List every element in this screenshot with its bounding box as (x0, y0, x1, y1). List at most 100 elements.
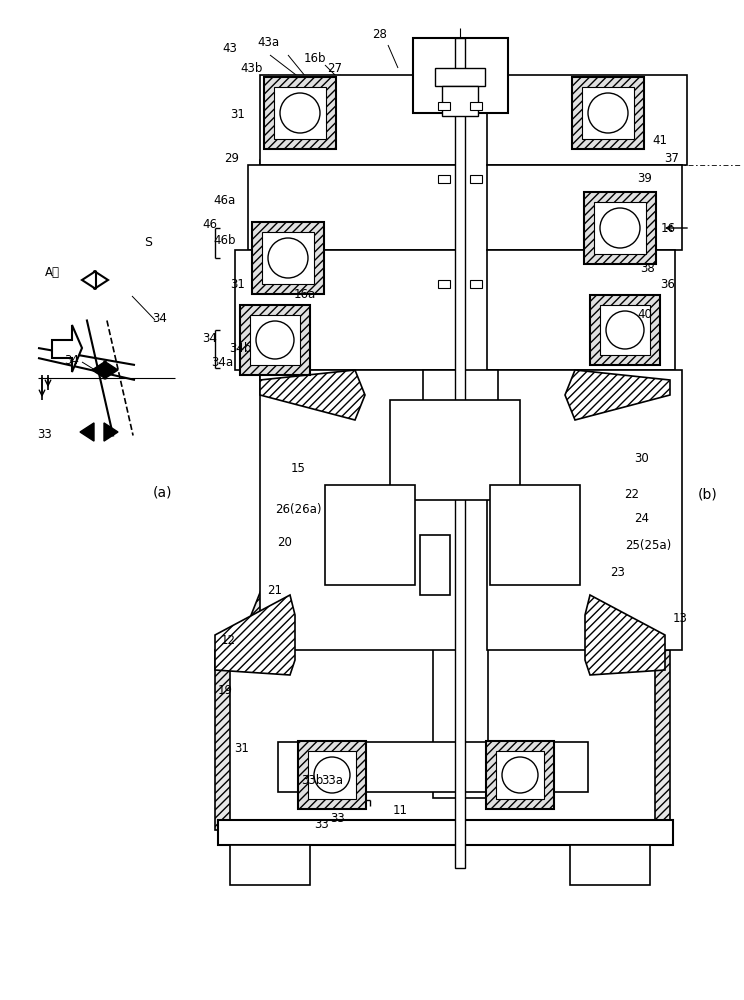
Text: 31: 31 (234, 742, 249, 754)
Bar (486, 741, 554, 809)
Bar (278, 742, 588, 792)
Bar (570, 845, 650, 885)
Text: 46: 46 (202, 219, 217, 232)
Bar (438, 102, 450, 110)
Text: 27: 27 (327, 62, 342, 75)
Bar (325, 485, 415, 585)
Bar (470, 280, 482, 288)
Text: (a): (a) (153, 485, 173, 499)
Bar (487, 165, 682, 250)
Bar (260, 75, 460, 165)
Bar (470, 102, 482, 110)
Text: 13: 13 (673, 611, 687, 624)
Text: 43a: 43a (257, 35, 279, 48)
Text: 16: 16 (661, 222, 676, 234)
Text: 33: 33 (330, 812, 345, 824)
Bar (594, 202, 646, 254)
Bar (413, 38, 508, 113)
Text: 36: 36 (661, 278, 676, 292)
Polygon shape (215, 595, 295, 675)
Text: 16a: 16a (294, 288, 316, 302)
Bar (230, 845, 310, 885)
Bar (600, 305, 650, 355)
Circle shape (314, 757, 350, 793)
Polygon shape (52, 325, 82, 372)
Bar (423, 370, 498, 490)
Text: 33: 33 (315, 818, 330, 832)
Bar (218, 820, 673, 845)
Text: (b): (b) (698, 488, 718, 502)
Bar (248, 165, 460, 250)
Text: 37: 37 (664, 151, 679, 164)
Text: A節: A節 (45, 265, 60, 278)
Bar (248, 165, 460, 250)
Text: 46a: 46a (214, 194, 236, 207)
Polygon shape (260, 370, 365, 420)
Text: 41: 41 (652, 133, 667, 146)
Text: 39: 39 (638, 172, 652, 184)
Polygon shape (104, 361, 118, 379)
Bar (390, 400, 520, 500)
Polygon shape (92, 361, 106, 379)
Circle shape (502, 757, 538, 793)
Bar (252, 222, 324, 294)
Text: 40: 40 (638, 308, 652, 322)
Circle shape (606, 311, 644, 349)
Text: 31: 31 (231, 278, 246, 292)
Polygon shape (390, 160, 670, 830)
Bar (260, 75, 460, 165)
Text: 19: 19 (217, 684, 232, 696)
Text: 25(25a): 25(25a) (625, 538, 671, 552)
Text: 15: 15 (291, 462, 306, 475)
Bar (264, 77, 336, 149)
Text: 31: 31 (231, 108, 246, 121)
Circle shape (280, 93, 320, 133)
Polygon shape (565, 370, 670, 420)
Bar (423, 370, 498, 490)
Bar (390, 400, 520, 500)
Text: 43: 43 (222, 41, 237, 54)
Bar (260, 370, 465, 650)
Bar (252, 222, 324, 294)
Bar (487, 250, 675, 370)
Bar (262, 232, 314, 284)
Text: 12: 12 (220, 634, 236, 647)
Bar (438, 280, 450, 288)
Polygon shape (82, 271, 96, 289)
Text: 11: 11 (393, 804, 408, 816)
Text: 33b: 33b (301, 774, 323, 786)
Text: 43b: 43b (241, 62, 263, 75)
Bar (240, 305, 310, 375)
Bar (298, 741, 366, 809)
Bar (455, 38, 465, 868)
Bar (572, 77, 644, 149)
Bar (584, 192, 656, 264)
Bar (442, 86, 478, 116)
Text: 29: 29 (225, 151, 240, 164)
Bar (490, 485, 580, 585)
Text: 34: 34 (153, 312, 167, 324)
Text: 24: 24 (635, 512, 650, 524)
Polygon shape (585, 595, 665, 675)
Circle shape (256, 321, 294, 359)
Bar (590, 295, 660, 365)
Bar (584, 192, 656, 264)
Bar (274, 87, 326, 139)
Bar (433, 48, 488, 798)
Bar (235, 250, 460, 370)
Bar (487, 370, 682, 650)
Bar (413, 38, 508, 113)
Bar (572, 77, 644, 149)
Text: 23: 23 (611, 566, 626, 578)
Polygon shape (215, 160, 390, 830)
Bar (298, 741, 366, 809)
Bar (264, 77, 336, 149)
Circle shape (588, 93, 628, 133)
Bar (308, 751, 356, 799)
Bar (260, 370, 465, 650)
Text: 34: 34 (202, 332, 217, 344)
Bar (420, 535, 450, 595)
Text: 21: 21 (268, 584, 283, 596)
Text: 38: 38 (641, 261, 655, 274)
Polygon shape (94, 271, 108, 289)
